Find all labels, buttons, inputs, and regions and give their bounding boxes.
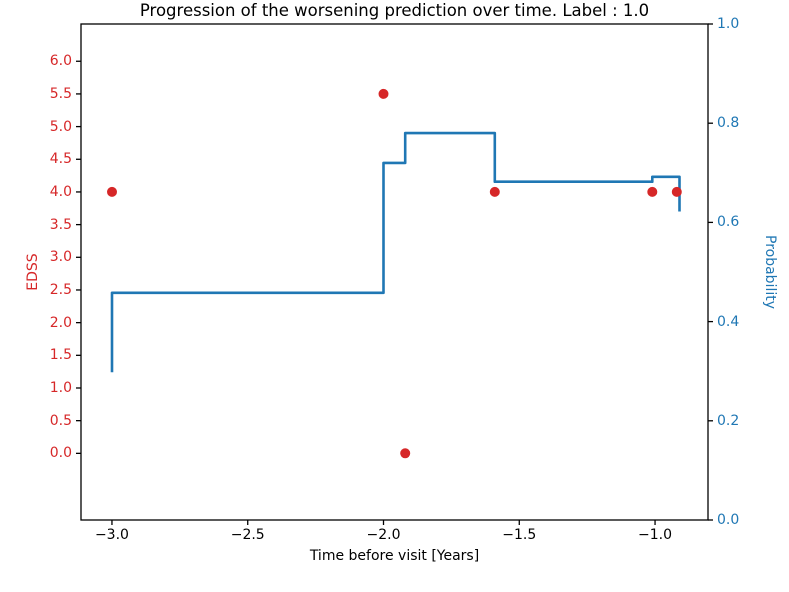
y-tick-label-left: 2.5 (49, 281, 72, 298)
y-tick-label-left: 4.5 (49, 151, 72, 168)
edss-scatter-point (647, 186, 658, 197)
right-axis-label: Probability (762, 234, 778, 310)
x-tick-label: −1.5 (502, 527, 537, 543)
probability-step-line (110, 131, 681, 373)
y-tick-label-left: 6.0 (49, 53, 72, 70)
y-tick-label-right: 1.0 (717, 16, 740, 32)
edss-scatter-point (671, 186, 682, 197)
y-tick-label-left: 0.5 (49, 412, 72, 429)
y-tick-label-left: 4.0 (49, 183, 72, 200)
edss-scatter-point (107, 186, 117, 197)
chart-title: Progression of the worsening prediction … (139, 1, 650, 20)
x-tick-label: −2.5 (230, 527, 265, 543)
edss-scatter-point (378, 88, 389, 99)
x-tick-label: −3.0 (94, 527, 129, 543)
y-tick-label-left: 1.0 (49, 379, 72, 396)
edss-scatter-point (489, 186, 500, 197)
y-tick-label-right: 0.6 (717, 214, 740, 231)
y-tick-label-left: 5.5 (49, 85, 72, 102)
y-tick-label-right: 0.8 (717, 115, 740, 132)
y-tick-label-left: 2.0 (49, 314, 72, 331)
x-axis-label: Time before visit [Years] (309, 548, 480, 564)
plot-border (80, 23, 709, 521)
y-tick-label-left: 0.0 (49, 445, 72, 462)
y-tick-label-left: 3.0 (49, 249, 72, 266)
y-tick-label-right: 0.2 (717, 412, 740, 429)
x-tick-label: −2.0 (366, 527, 401, 543)
y-tick-label-left: 3.5 (49, 216, 72, 233)
y-tick-label-left: 1.5 (49, 347, 72, 364)
x-tick-label: −1.0 (638, 527, 673, 543)
left-axis-label: EDSS (25, 253, 41, 291)
y-tick-label-left: 5.0 (49, 118, 72, 135)
edss-scatter-point (400, 448, 411, 459)
y-tick-label-right: 0.4 (717, 313, 740, 330)
y-tick-label-right: 0.0 (717, 512, 740, 528)
